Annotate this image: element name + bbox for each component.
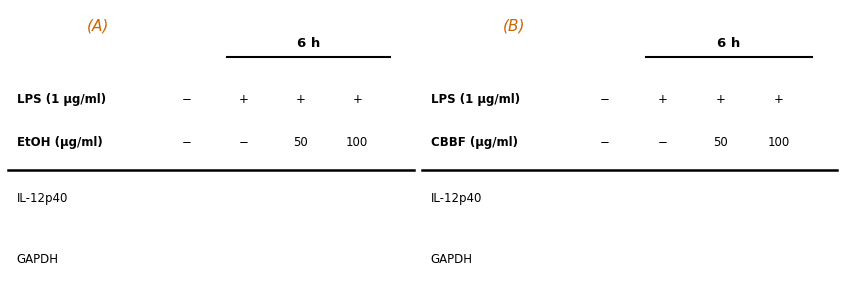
Bar <box>609 244 715 275</box>
Text: −: − <box>657 136 667 149</box>
Bar <box>305 244 409 275</box>
Text: +: + <box>239 93 248 106</box>
Bar <box>627 250 697 270</box>
Bar <box>560 247 648 272</box>
Text: 100: 100 <box>766 136 789 149</box>
Bar <box>257 247 344 272</box>
Bar <box>143 247 230 272</box>
Text: −: − <box>599 93 609 106</box>
Bar <box>214 189 273 208</box>
Text: −: − <box>181 136 192 149</box>
Bar <box>636 252 688 267</box>
Bar <box>740 187 815 211</box>
Bar <box>218 252 269 267</box>
Bar <box>690 189 749 208</box>
Text: 100: 100 <box>346 136 368 149</box>
Bar <box>134 244 239 275</box>
Bar <box>200 247 287 272</box>
Text: +: + <box>352 93 362 106</box>
Bar <box>320 187 393 211</box>
Bar <box>616 184 707 213</box>
Bar <box>752 252 803 267</box>
Text: 50: 50 <box>293 136 307 149</box>
Text: GAPDH: GAPDH <box>430 253 473 266</box>
Bar <box>675 247 764 272</box>
Bar <box>724 244 831 275</box>
Bar <box>684 250 755 270</box>
Bar <box>578 252 630 267</box>
Bar <box>266 250 334 270</box>
Text: IL-12p40: IL-12p40 <box>17 192 68 205</box>
Text: 6 h: 6 h <box>717 37 739 50</box>
Bar <box>274 252 326 267</box>
Text: (A): (A) <box>86 19 109 34</box>
Text: +: + <box>657 93 667 106</box>
Bar <box>152 250 221 270</box>
Bar <box>694 252 746 267</box>
Text: LPS (1 μg/ml): LPS (1 μg/ml) <box>430 93 519 106</box>
Text: 50: 50 <box>712 136 728 149</box>
Text: EtOH (μg/ml): EtOH (μg/ml) <box>17 136 102 149</box>
Bar <box>748 189 808 208</box>
Bar <box>248 244 353 275</box>
Text: CBBF (μg/ml): CBBF (μg/ml) <box>430 136 517 149</box>
Bar <box>569 250 639 270</box>
Bar <box>199 184 288 213</box>
Bar <box>322 250 392 270</box>
Text: 6 h: 6 h <box>296 37 320 50</box>
Text: (B): (B) <box>501 19 524 34</box>
Text: IL-12p40: IL-12p40 <box>430 192 482 205</box>
Bar <box>256 184 344 213</box>
Bar <box>667 244 773 275</box>
Bar <box>755 192 800 206</box>
Bar <box>312 184 401 213</box>
Text: GAPDH: GAPDH <box>17 253 58 266</box>
Bar <box>279 192 322 206</box>
Bar <box>271 189 329 208</box>
Text: −: − <box>599 136 609 149</box>
Bar <box>209 250 278 270</box>
Bar <box>682 187 757 211</box>
Bar <box>332 252 382 267</box>
Bar <box>207 187 280 211</box>
Text: −: − <box>239 136 248 149</box>
Bar <box>640 192 684 206</box>
Bar <box>733 184 823 213</box>
Text: −: − <box>181 93 192 106</box>
Bar <box>191 244 295 275</box>
Bar <box>618 247 706 272</box>
Text: LPS (1 μg/ml): LPS (1 μg/ml) <box>17 93 105 106</box>
Text: +: + <box>773 93 782 106</box>
Bar <box>550 244 657 275</box>
Bar <box>698 192 742 206</box>
Text: +: + <box>295 93 305 106</box>
Bar <box>327 189 387 208</box>
Bar <box>313 247 400 272</box>
Text: +: + <box>715 93 725 106</box>
Bar <box>335 192 379 206</box>
Bar <box>625 187 700 211</box>
Bar <box>743 250 813 270</box>
Bar <box>161 252 212 267</box>
Bar <box>632 189 692 208</box>
Bar <box>222 192 265 206</box>
Bar <box>674 184 766 213</box>
Bar <box>263 187 337 211</box>
Bar <box>733 247 822 272</box>
